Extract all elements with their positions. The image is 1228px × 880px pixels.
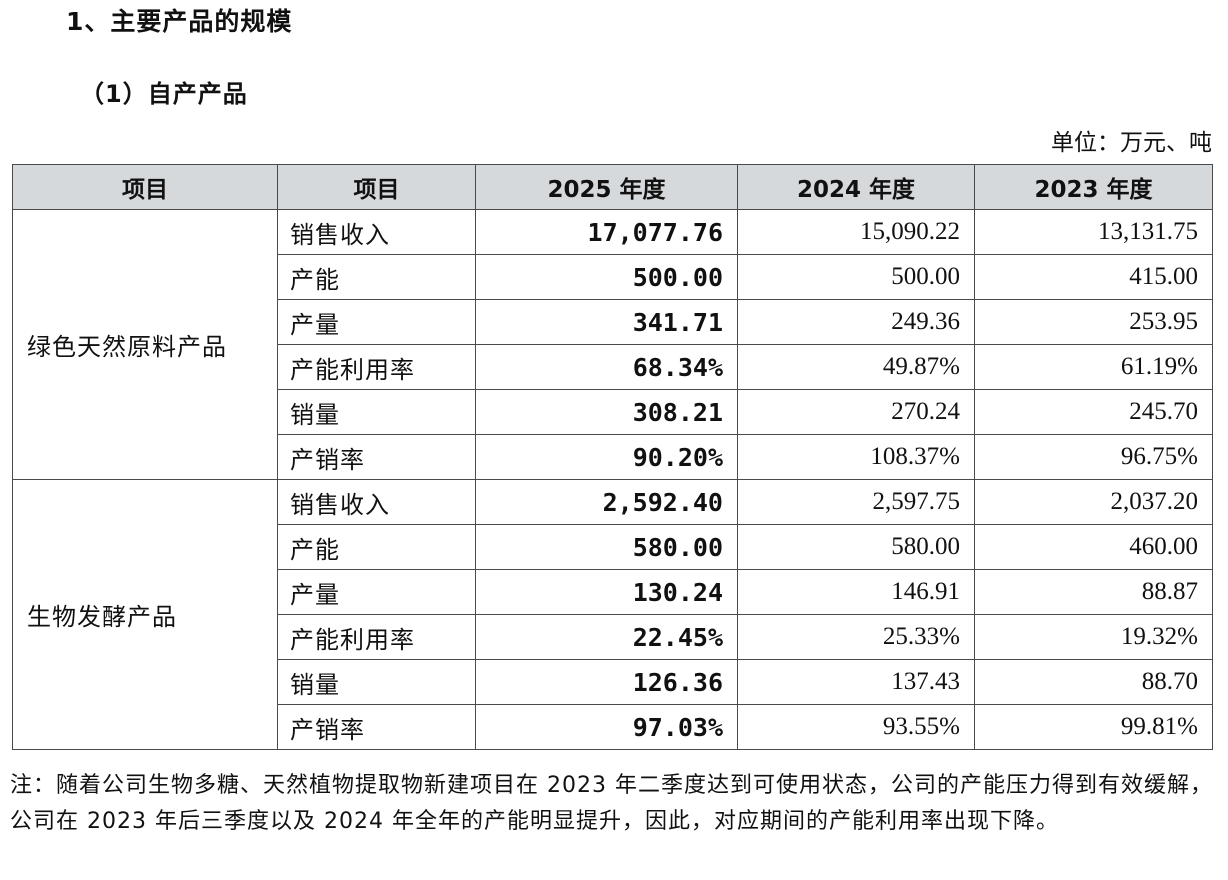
value-2024-cell: 137.43: [737, 659, 975, 705]
item-cell: 产能利用率: [277, 614, 476, 660]
header-2024: 2024 年度: [737, 164, 975, 210]
table-row: 销量 308.21 270.24 245.70: [13, 389, 1213, 435]
value-2023-cell: 415.00: [974, 254, 1213, 300]
table-row: 生物发酵产品 销售收入 2,592.40 2,597.75 2,037.20: [12, 479, 1213, 750]
value-2023-cell: 2,037.20: [974, 479, 1213, 525]
header-item: 项目: [277, 164, 476, 210]
value-2025-cell: 126.36: [475, 659, 738, 705]
value-2023-cell: 99.81%: [974, 704, 1213, 750]
value-2023-cell: 88.70: [974, 659, 1213, 705]
value-2024-cell: 93.55%: [737, 704, 975, 750]
item-cell: 销量: [277, 389, 476, 435]
value-2023-cell: 13,131.75: [974, 209, 1213, 255]
value-2023-cell: 245.70: [974, 389, 1213, 435]
value-2024-cell: 2,597.75: [737, 479, 975, 525]
header-2025: 2025 年度: [475, 164, 738, 210]
product-scale-table: 项目 项目 2025 年度 2024 年度 2023 年度 绿色天然原料产品 销售…: [12, 164, 1213, 750]
table-row: 产销率 97.03% 93.55% 99.81%: [13, 704, 1213, 750]
value-2024-cell: 146.91: [737, 569, 975, 615]
value-2025-cell: 17,077.76: [475, 209, 738, 255]
category-cell: 绿色天然原料产品: [12, 209, 278, 480]
footnote: 注：随着公司生物多糖、天然植物提取物新建项目在 2023 年二季度达到可使用状态…: [10, 773, 1213, 834]
item-cell: 产销率: [277, 434, 476, 480]
section-heading: 1、主要产品的规模: [66, 7, 293, 36]
item-cell: 产量: [277, 299, 476, 345]
value-2023-cell: 96.75%: [974, 434, 1213, 480]
table-row: 产能 580.00 580.00 460.00: [13, 524, 1213, 570]
value-2025-cell: 500.00: [475, 254, 738, 300]
value-2025-cell: 97.03%: [475, 704, 738, 750]
value-2023-cell: 19.32%: [974, 614, 1213, 660]
unit-label: 单位：万元、吨: [1051, 130, 1212, 156]
value-2024-cell: 108.37%: [737, 434, 975, 480]
item-cell: 销售收入: [277, 479, 476, 525]
value-2024-cell: 249.36: [737, 299, 975, 345]
value-2023-cell: 460.00: [974, 524, 1213, 570]
subsection-heading: （1）自产产品: [80, 80, 248, 108]
value-2024-cell: 580.00: [737, 524, 975, 570]
value-2024-cell: 270.24: [737, 389, 975, 435]
item-cell: 产能利用率: [277, 344, 476, 390]
value-2025-cell: 68.34%: [475, 344, 738, 390]
item-cell: 销售收入: [277, 209, 476, 255]
item-cell: 产能: [277, 254, 476, 300]
value-2025-cell: 580.00: [475, 524, 738, 570]
table-body: 绿色天然原料产品 销售收入 17,077.76 15,090.22 13,131.75 产…: [12, 209, 1213, 750]
table-row: 产量 130.24 146.91 88.87: [13, 569, 1213, 615]
value-2023-cell: 61.19%: [974, 344, 1213, 390]
item-cell: 产能: [277, 524, 476, 570]
table-header-row: 项目 项目 2025 年度 2024 年度 2023 年度: [12, 164, 1213, 210]
value-2023-cell: 88.87: [974, 569, 1213, 615]
table-row: 产能利用率 68.34% 49.87% 61.19%: [13, 344, 1213, 390]
table-row: 销量 126.36 137.43 88.70: [13, 659, 1213, 705]
item-cell: 产销率: [277, 704, 476, 750]
value-2025-cell: 341.71: [475, 299, 738, 345]
value-2024-cell: 25.33%: [737, 614, 975, 660]
item-cell: 销量: [277, 659, 476, 705]
header-2023: 2023 年度: [974, 164, 1213, 210]
value-2024-cell: 49.87%: [737, 344, 975, 390]
value-2025-cell: 308.21: [475, 389, 738, 435]
category-cell: 生物发酵产品: [12, 479, 278, 750]
item-cell: 产量: [277, 569, 476, 615]
value-2024-cell: 500.00: [737, 254, 975, 300]
table-row: 绿色天然原料产品 销售收入 17,077.76 15,090.22 13,131.75: [12, 209, 1213, 480]
value-2025-cell: 130.24: [475, 569, 738, 615]
value-2025-cell: 90.20%: [475, 434, 738, 480]
value-2023-cell: 253.95: [974, 299, 1213, 345]
header-category: 项目: [12, 164, 278, 210]
table-row: 产销率 90.20% 108.37% 96.75%: [13, 434, 1213, 480]
value-2025-cell: 2,592.40: [475, 479, 738, 525]
value-2025-cell: 22.45%: [475, 614, 738, 660]
value-2024-cell: 15,090.22: [737, 209, 975, 255]
